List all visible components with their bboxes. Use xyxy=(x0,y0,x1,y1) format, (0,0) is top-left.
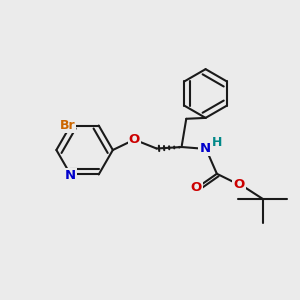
Text: N: N xyxy=(200,142,211,155)
Text: O: O xyxy=(129,133,140,146)
Text: O: O xyxy=(233,178,245,191)
Text: O: O xyxy=(190,181,202,194)
Text: Br: Br xyxy=(60,119,75,132)
Text: H: H xyxy=(212,136,223,149)
Text: N: N xyxy=(65,169,76,182)
